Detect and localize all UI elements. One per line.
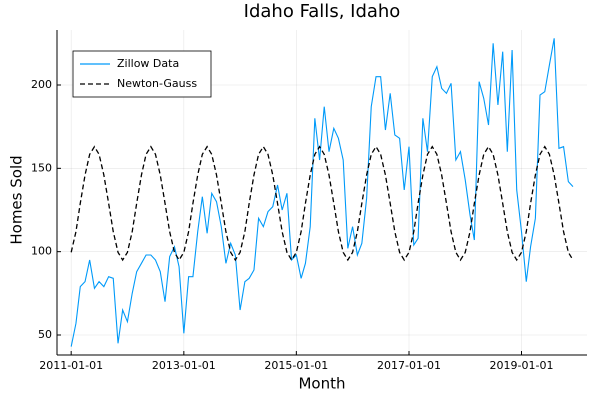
legend-label: Zillow Data [117, 57, 179, 70]
y-axis-label: Homes Sold [8, 155, 26, 244]
x-tick-label: 2015-01-01 [264, 359, 328, 372]
x-tick-label: 2011-01-01 [39, 359, 103, 372]
chart-title: Idaho Falls, Idaho [244, 1, 401, 22]
legend-label: Newton-Gauss [117, 77, 197, 90]
legend-box [72, 50, 212, 98]
y-tick-label: 50 [38, 328, 52, 341]
y-tick-label: 150 [31, 161, 52, 174]
x-tick-label: 2013-01-01 [152, 359, 216, 372]
series-line [70, 145, 574, 262]
y-tick-label: 100 [31, 245, 52, 258]
series-line [70, 38, 574, 347]
x-axis-label: Month [298, 375, 345, 393]
y-tick-label: 200 [31, 78, 52, 91]
x-tick-label: 2017-01-01 [377, 359, 441, 372]
x-tick-label: 2019-01-01 [490, 359, 554, 372]
